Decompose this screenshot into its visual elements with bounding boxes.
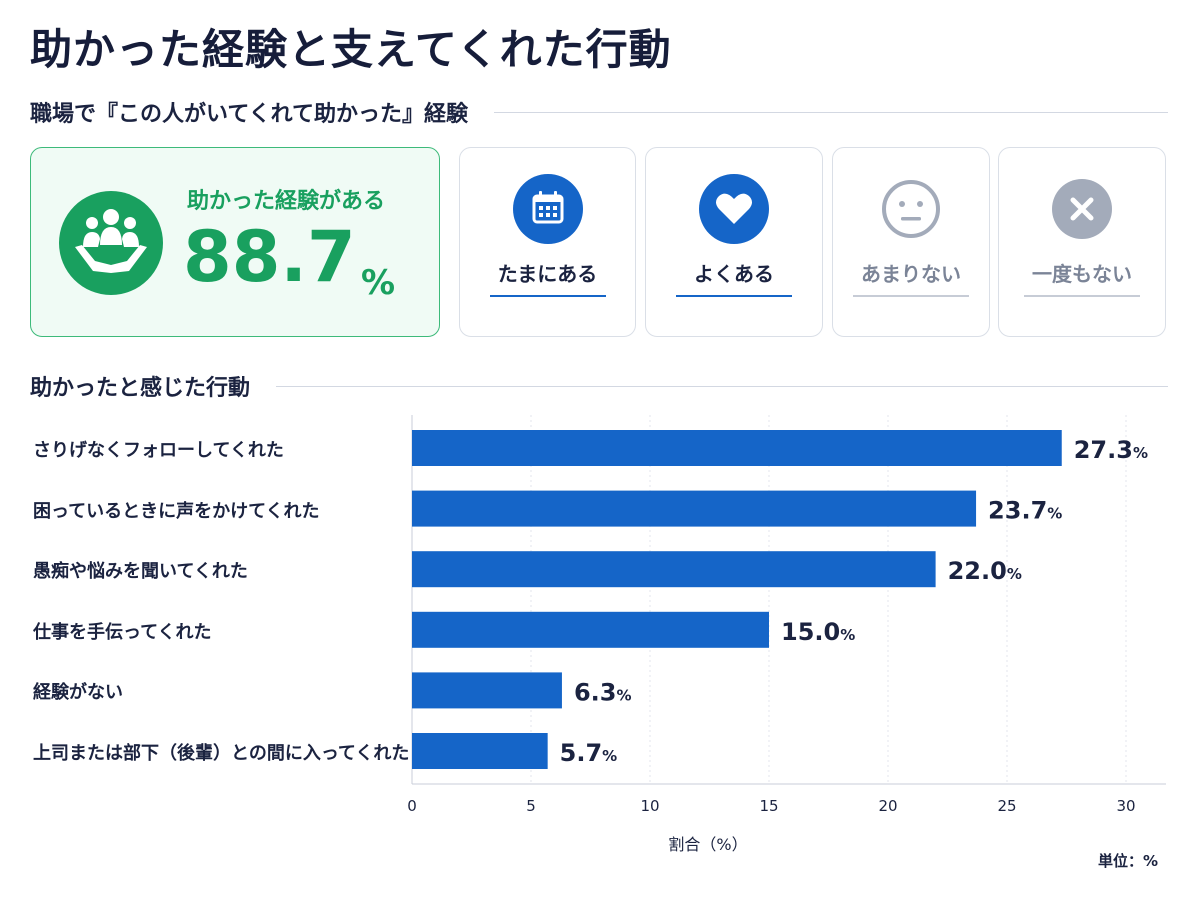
frequency-card-never: 一度もない (998, 147, 1166, 337)
x-tick-label: 25 (997, 797, 1016, 815)
unit-note: 単位：% (1098, 852, 1159, 870)
bar (412, 611, 769, 648)
x-tick-label: 20 (878, 797, 897, 815)
x-tick-label: 30 (1116, 797, 1135, 815)
value-label: 5.7% (560, 739, 618, 767)
frequency-underline (489, 295, 606, 297)
section-title: 助かったと感じた行動 (30, 376, 251, 401)
helped-experience-value: 88.7 (183, 216, 356, 298)
bar (412, 672, 562, 709)
x-axis-label: 割合（%） (668, 835, 747, 854)
bar (412, 551, 936, 588)
cross-circle-icon (1047, 174, 1117, 244)
bar (412, 733, 548, 769)
value-unit: % (602, 747, 617, 765)
x-tick-label: 15 (759, 797, 778, 815)
neutral-face-icon (876, 174, 946, 244)
x-tick-label: 10 (640, 797, 659, 815)
helped-experience-card: 助かった経験がある 88.7 % (30, 147, 440, 337)
section-divider (494, 111, 1168, 113)
bar (412, 490, 977, 527)
heart-icon (699, 174, 769, 244)
value-unit: % (1007, 565, 1022, 583)
value-label: 23.7% (988, 497, 1062, 525)
frequency-label: 一度もない (1032, 262, 1132, 286)
value-label: 27.3% (1074, 436, 1148, 464)
section-header-experience: 職場で『この人がいてくれて助かった』経験 (30, 96, 1168, 128)
value-label: 6.3% (574, 678, 632, 706)
frequency-label: よくある (694, 262, 774, 286)
category-label: 愚痴や悩みを聞いてくれた (33, 561, 248, 583)
value-label: 22.0% (948, 557, 1022, 585)
frequency-underline (1024, 295, 1140, 297)
page-title: 助かった経験と支えてくれた行動 (30, 25, 672, 74)
category-label: 困っているときに声をかけてくれた (33, 500, 320, 522)
section-title: 職場で『この人がいてくれて助かった』経験 (30, 102, 469, 127)
frequency-label: あまりない (861, 262, 961, 286)
x-tick-label: 0 (407, 797, 417, 815)
category-label: さりげなくフォローしてくれた (33, 440, 284, 461)
frequency-label: たまにある (497, 262, 598, 286)
helped-experience-label: 助かった経験がある (187, 189, 386, 214)
frequency-card-sometimes: たまにある (459, 147, 636, 337)
section-header-actions: 助かったと感じた行動 (30, 370, 1168, 402)
category-label: 上司または部下（後輩）との間に入ってくれた (33, 743, 410, 764)
frequency-underline (853, 295, 969, 297)
category-label: 仕事を手伝ってくれた (33, 621, 212, 643)
bar (412, 430, 1062, 466)
section-divider (276, 385, 1168, 387)
frequency-card-rarely: あまりない (832, 147, 990, 337)
category-label: 経験がない (33, 682, 123, 704)
value-unit: % (1047, 505, 1062, 523)
value-unit: % (1133, 444, 1148, 462)
x-tick-label: 5 (526, 797, 536, 815)
helped-experience-unit: % (361, 263, 396, 303)
helping-hands-people-icon (59, 191, 163, 295)
value-unit: % (616, 686, 631, 704)
value-label: 15.0% (781, 618, 855, 646)
frequency-card-often: よくある (645, 147, 823, 337)
value-unit: % (840, 626, 855, 644)
calendar-icon (512, 174, 583, 244)
frequency-underline (676, 295, 792, 297)
